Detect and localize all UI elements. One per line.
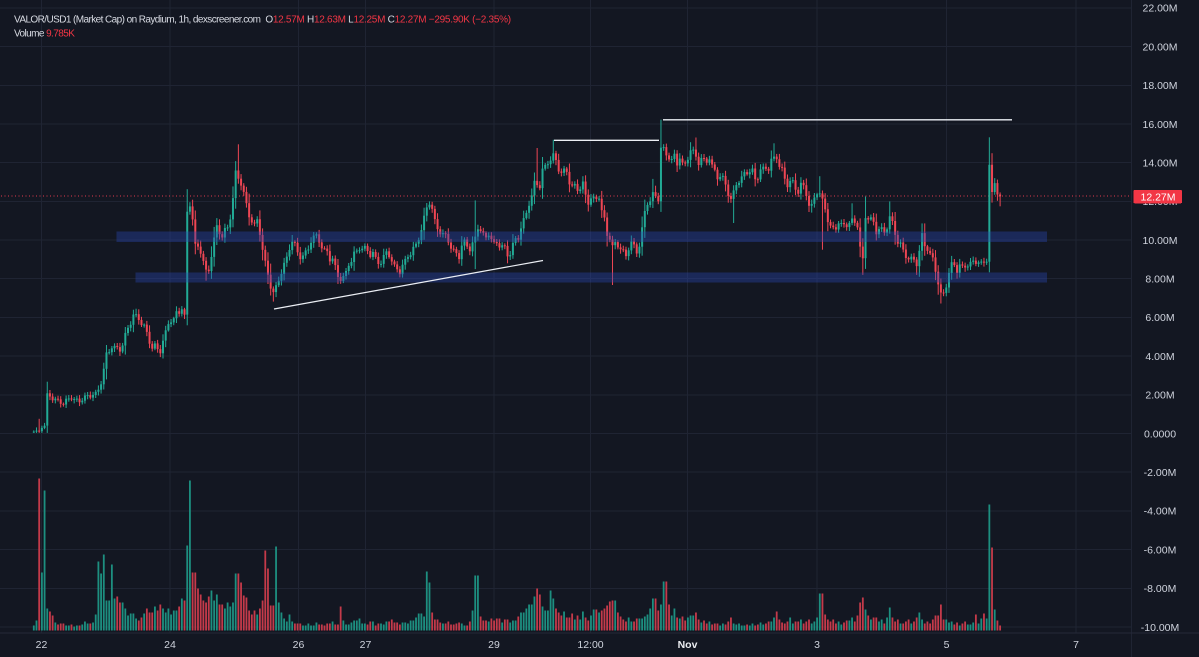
svg-text:4.00M: 4.00M <box>1145 351 1174 363</box>
svg-text:0.0000: 0.0000 <box>1144 428 1176 440</box>
svg-text:24: 24 <box>164 639 176 651</box>
svg-text:6.00M: 6.00M <box>1145 312 1174 324</box>
svg-text:7: 7 <box>1073 639 1079 651</box>
svg-text:22.00M: 22.00M <box>1142 3 1177 15</box>
svg-text:-6.00M: -6.00M <box>1144 544 1177 556</box>
svg-text:29: 29 <box>488 639 500 651</box>
svg-text:-4.00M: -4.00M <box>1144 506 1177 518</box>
svg-text:18.00M: 18.00M <box>1142 80 1177 92</box>
svg-text:22: 22 <box>36 639 48 651</box>
svg-text:26: 26 <box>293 639 305 651</box>
svg-text:20.00M: 20.00M <box>1142 41 1177 53</box>
svg-text:3: 3 <box>814 639 820 651</box>
svg-text:Nov: Nov <box>678 639 698 651</box>
svg-text:12:00: 12:00 <box>577 639 603 651</box>
svg-text:10.00M: 10.00M <box>1142 235 1177 247</box>
svg-text:-2.00M: -2.00M <box>1144 467 1177 479</box>
svg-text:8.00M: 8.00M <box>1145 274 1174 286</box>
svg-text:16.00M: 16.00M <box>1142 119 1177 131</box>
svg-text:14.00M: 14.00M <box>1142 158 1177 170</box>
svg-text:-8.00M: -8.00M <box>1144 583 1177 595</box>
svg-text:5: 5 <box>944 639 950 651</box>
svg-text:VALOR/USD1 (Market Cap) on Ray: VALOR/USD1 (Market Cap) on Raydium, 1h, … <box>14 14 511 25</box>
svg-text:12.27M: 12.27M <box>1140 192 1175 204</box>
svg-text:-10.00M: -10.00M <box>1141 622 1180 634</box>
svg-text:27: 27 <box>360 639 372 651</box>
svg-text:2.00M: 2.00M <box>1145 390 1174 402</box>
svg-text:Volume 9.785K: Volume 9.785K <box>14 28 75 39</box>
